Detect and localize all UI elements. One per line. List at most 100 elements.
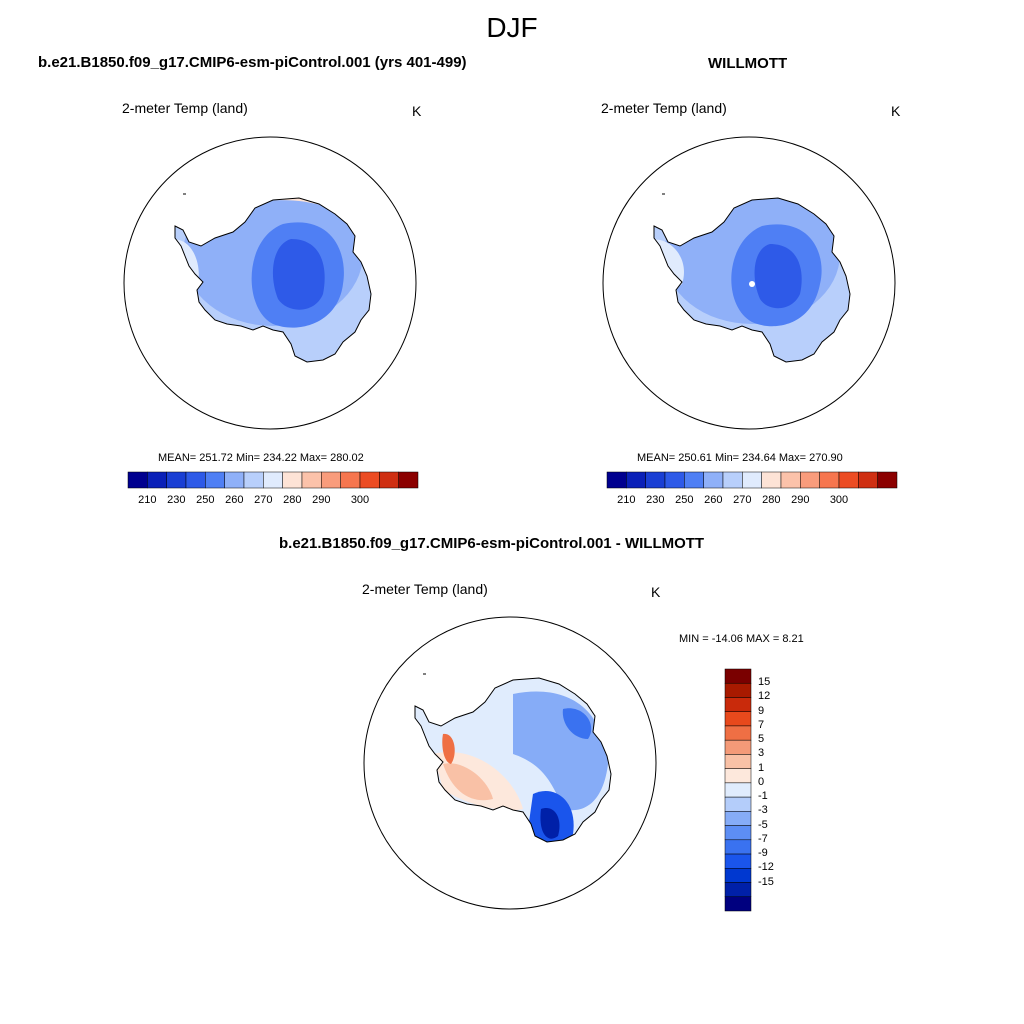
diff-colorbar-swatch — [724, 754, 752, 769]
diff-map-boundary — [363, 616, 657, 910]
diff-colorbar-swatch — [724, 839, 752, 855]
diff-field-east-cold — [562, 708, 592, 739]
diff-colorbar-tick-label: -5 — [758, 818, 768, 831]
diff-field-cold-center — [540, 808, 560, 839]
colorbar-swatch — [877, 471, 898, 489]
colorbar-swatch — [645, 471, 666, 489]
right-continent-outline — [653, 197, 851, 363]
diff-colorbar-swatch — [724, 711, 752, 727]
colorbar-tick-label: 210 — [617, 494, 636, 506]
right-map — [602, 136, 896, 430]
colorbar-tick-label: 300 — [829, 494, 849, 506]
diff-colorbar-swatch — [724, 825, 752, 841]
diff-colorbar-tick-label: -3 — [758, 804, 768, 817]
colorbar-swatch — [742, 471, 762, 489]
diff-colorbar-swatch — [724, 796, 752, 812]
colorbar-tick-label: 280 — [283, 494, 302, 506]
diff-colorbar-tick-label: -7 — [758, 832, 768, 845]
diff-colorbar-swatch — [724, 882, 752, 898]
colorbar-swatch — [282, 471, 303, 489]
left-panel-title: b.e21.B1850.f09_g17.CMIP6-esm-piControl.… — [38, 54, 467, 71]
colorbar-tick-label: 290 — [312, 494, 331, 506]
left-colorbar — [127, 471, 419, 489]
colorbar-swatch — [664, 471, 685, 489]
left-variable-label: 2-meter Temp (land) — [122, 100, 248, 116]
colorbar-swatch — [780, 471, 801, 489]
diff-colorbar-tick-label: 1 — [758, 761, 765, 774]
colorbar-swatch — [379, 471, 399, 489]
colorbar-tick-label: 270 — [254, 494, 273, 506]
colorbar-tick-label: 280 — [762, 494, 781, 506]
diff-colorbar-swatch — [724, 853, 752, 869]
left-field-zone-cold — [272, 239, 325, 310]
colorbar-swatch — [127, 471, 148, 489]
colorbar-swatch — [398, 471, 419, 489]
diff-field-warm-core — [443, 763, 493, 801]
right-variable-label: 2-meter Temp (land) — [601, 100, 727, 116]
colorbar-swatch — [722, 471, 743, 489]
colorbar-tick-label: 260 — [225, 494, 244, 506]
left-map-boundary — [123, 136, 417, 430]
colorbar-swatch — [321, 471, 341, 489]
colorbar-tick-label: 270 — [733, 494, 752, 506]
right-field-missing-point — [749, 281, 755, 287]
diff-colorbar-tick-label: 3 — [758, 747, 765, 760]
colorbar-swatch — [858, 471, 878, 489]
colorbar-swatch — [684, 471, 704, 489]
colorbar-tick-label: 250 — [196, 494, 215, 506]
diff-colorbar — [724, 668, 752, 912]
right-colorbar — [606, 471, 898, 489]
diff-variable-label: 2-meter Temp (land) — [362, 581, 488, 597]
diff-colorbar-swatch — [724, 682, 752, 698]
left-continent-outline — [174, 197, 372, 363]
diff-colorbar-tick-label: -9 — [758, 847, 768, 860]
diff-colorbar-tick-label: -12 — [758, 861, 774, 874]
diff-colorbar-tick-label: -15 — [758, 875, 774, 888]
diff-colorbar-swatch — [724, 697, 752, 712]
diff-colorbar-tick-label: 7 — [758, 718, 765, 731]
diff-colorbar-swatch — [724, 739, 752, 755]
diff-colorbar-swatch — [724, 868, 752, 883]
colorbar-tick-label: 230 — [167, 494, 186, 506]
diff-colorbar-swatch — [724, 896, 752, 912]
colorbar-tick-label: 300 — [350, 494, 370, 506]
diff-colorbar-swatch — [724, 725, 752, 741]
colorbar-swatch — [819, 471, 840, 489]
figure-title: DJF — [486, 12, 538, 43]
colorbar-swatch — [606, 471, 627, 489]
right-stats: MEAN= 250.61 Min= 234.64 Max= 270.90 — [637, 452, 843, 464]
diff-panel-title: b.e21.B1850.f09_g17.CMIP6-esm-piControl.… — [279, 535, 705, 552]
left-map — [123, 136, 417, 430]
left-stats: MEAN= 251.72 Min= 234.22 Max= 280.02 — [158, 452, 364, 464]
diff-colorbar-swatch — [724, 668, 752, 684]
colorbar-swatch — [243, 471, 264, 489]
colorbar-tick-label: 210 — [138, 494, 157, 506]
colorbar-swatch — [340, 471, 361, 489]
right-field-zone-cold — [754, 244, 802, 309]
colorbar-swatch — [838, 471, 859, 489]
colorbar-tick-label: 230 — [646, 494, 665, 506]
colorbar-swatch — [263, 471, 283, 489]
colorbar-swatch — [800, 471, 820, 489]
colorbar-tick-label: 260 — [704, 494, 723, 506]
diff-colorbar-tick-label: 0 — [758, 775, 765, 788]
colorbar-swatch — [761, 471, 782, 489]
diff-units-label: K — [651, 584, 661, 600]
diff-colorbar-swatch — [724, 768, 752, 784]
left-units-label: K — [412, 103, 422, 119]
colorbar-tick-label: 290 — [791, 494, 810, 506]
colorbar-swatch — [626, 471, 646, 489]
colorbar-swatch — [703, 471, 724, 489]
diff-field-base — [415, 678, 611, 842]
colorbar-swatch — [205, 471, 225, 489]
diff-field-peninsula-warm — [442, 733, 455, 764]
diff-colorbar-tick-label: 15 — [758, 676, 771, 689]
colorbar-swatch — [224, 471, 245, 489]
diff-colorbar-tick-label: 5 — [758, 733, 765, 746]
right-units-label: K — [891, 103, 901, 119]
colorbar-swatch — [147, 471, 167, 489]
diff-colorbar-tick-label: 12 — [758, 690, 771, 703]
diff-colorbar-swatch — [724, 782, 752, 798]
diff-colorbar-swatch — [724, 811, 752, 826]
colorbar-swatch — [359, 471, 380, 489]
